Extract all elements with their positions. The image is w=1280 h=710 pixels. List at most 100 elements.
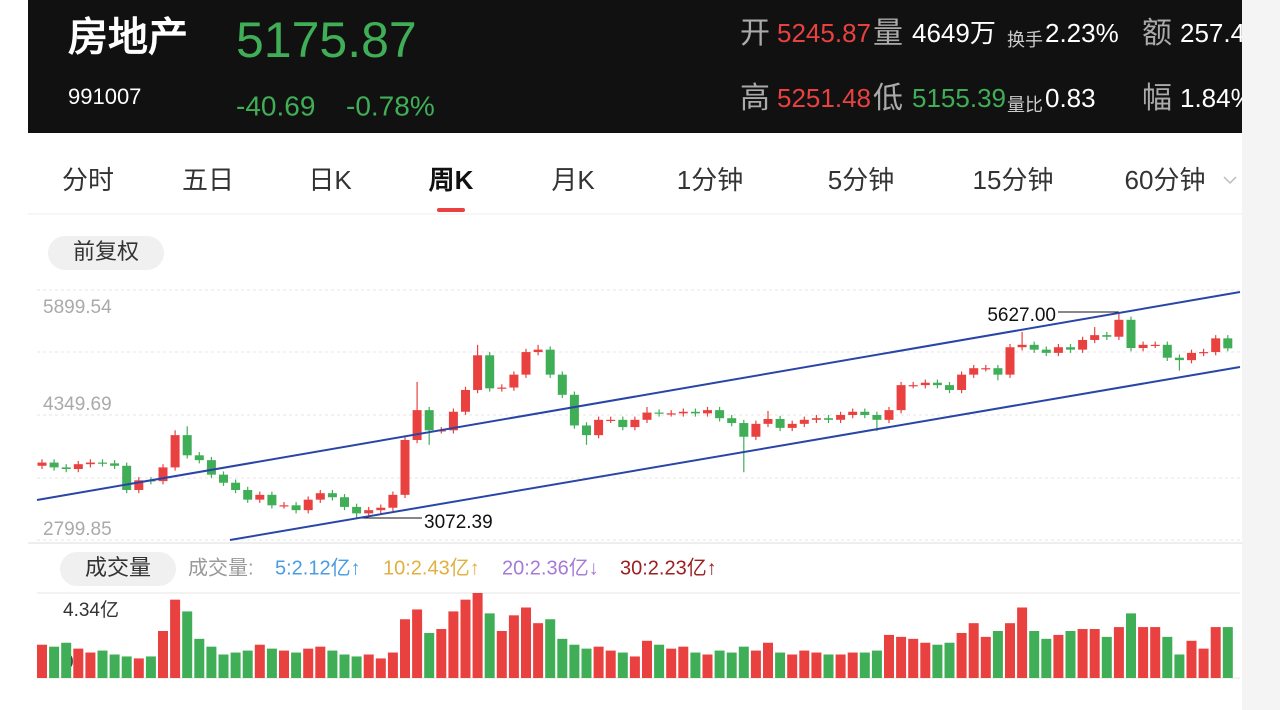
candle-body xyxy=(194,455,204,461)
volume-bar xyxy=(436,629,447,678)
tab[interactable]: 月K xyxy=(551,165,595,195)
candle-body xyxy=(824,418,833,420)
candle-body xyxy=(969,368,979,375)
candle-body xyxy=(315,493,325,500)
y-tick-label: 5899.54 xyxy=(43,297,112,318)
volume-bar xyxy=(932,644,943,678)
volume-bar xyxy=(847,652,858,678)
volume-bar xyxy=(992,630,1003,678)
tab[interactable]: 60分钟 xyxy=(1125,165,1206,195)
volume-bar xyxy=(291,652,302,678)
stat-value: 5245.87 xyxy=(777,18,871,48)
volume-button[interactable] xyxy=(60,552,176,586)
candle-body xyxy=(932,382,942,386)
y-tick-label: 2799.85 xyxy=(43,519,112,540)
volume-bar xyxy=(1053,634,1064,678)
volume-bar xyxy=(1162,636,1173,678)
candle-body xyxy=(327,493,337,498)
volume-bar xyxy=(908,638,919,678)
stat-label: 量比 xyxy=(1007,95,1043,115)
volume-bar xyxy=(1005,623,1015,678)
tab-underline xyxy=(437,208,465,212)
tab[interactable]: 5分钟 xyxy=(828,165,894,195)
candle-body xyxy=(727,418,737,424)
candle-body xyxy=(134,480,144,490)
volume-label: 成交量 xyxy=(85,555,151,580)
candle-body xyxy=(642,412,652,420)
tab[interactable]: 日K xyxy=(308,165,352,195)
candle-body xyxy=(461,389,470,412)
candle-body xyxy=(1114,319,1124,337)
volume-bar xyxy=(109,654,120,678)
channel-lower xyxy=(229,366,1241,541)
stat-label: 量 xyxy=(873,17,903,50)
stat-value: 5251.48 xyxy=(777,83,871,113)
annotation: 3072.39 xyxy=(424,512,493,533)
volume-bar xyxy=(896,636,907,678)
volume-indicator: 10:2.43亿↑ xyxy=(383,556,480,579)
candle-body xyxy=(521,352,531,375)
volume-bar xyxy=(1077,629,1088,678)
candle-body xyxy=(1138,344,1148,349)
volume-bar xyxy=(1089,629,1100,678)
candle-body xyxy=(49,462,59,468)
volume-bar xyxy=(327,650,338,678)
candle-body xyxy=(255,494,265,500)
volume-bar xyxy=(1029,630,1040,678)
candle-body xyxy=(424,410,434,431)
candle-body xyxy=(860,411,870,415)
volume-indicator: 30:2.23亿↑ xyxy=(620,556,717,579)
tab-active[interactable]: 周K xyxy=(429,165,474,195)
volume-bar xyxy=(859,652,870,678)
candle-body xyxy=(37,462,47,466)
tabs: 分时 五日 日K 周K 月K 1分钟 5分钟 15分钟 60分钟 xyxy=(62,165,1205,195)
candle-body xyxy=(340,497,349,507)
candle-body xyxy=(1162,344,1172,358)
volume-bar xyxy=(980,636,991,678)
candle-body xyxy=(957,374,967,390)
tab[interactable]: 分时 xyxy=(62,165,114,195)
candle-body xyxy=(654,412,664,414)
volume-bar xyxy=(557,638,568,678)
stat-value: 1.84% xyxy=(1180,83,1254,113)
volume-bar xyxy=(315,646,326,678)
tab-more[interactable] xyxy=(1223,176,1237,185)
volume-indicator: 5:2.12亿↑ xyxy=(275,556,361,579)
candle-body xyxy=(594,419,604,436)
candle-body xyxy=(775,419,785,428)
volume-bar xyxy=(920,642,931,678)
volume-bar xyxy=(642,640,652,678)
volume-indicator: 20:2.36亿↓ xyxy=(502,556,599,579)
volume-bar xyxy=(702,654,713,678)
candle-body xyxy=(1126,319,1136,349)
tab[interactable]: 1分钟 xyxy=(677,165,743,195)
volume-bar xyxy=(1101,636,1112,678)
tab[interactable]: 15分钟 xyxy=(973,165,1054,195)
volume-bar xyxy=(521,607,531,678)
tab[interactable]: 五日 xyxy=(182,165,234,195)
stat-label: 低 xyxy=(873,82,903,115)
volume-bar xyxy=(85,652,96,678)
volume-bar xyxy=(133,658,144,678)
candle-body xyxy=(364,510,374,514)
candle-body xyxy=(219,474,228,483)
volume-bar xyxy=(823,654,834,678)
stat-value: 2.23% xyxy=(1045,18,1119,48)
volume-bar xyxy=(363,654,374,678)
volume-bar xyxy=(605,650,616,678)
volume-bar xyxy=(593,646,604,678)
candle-body xyxy=(206,460,216,475)
volume-bar xyxy=(400,619,410,678)
candle-body xyxy=(751,423,761,437)
candle-body xyxy=(872,414,882,420)
volume-bar xyxy=(121,656,132,678)
candle-body xyxy=(1053,347,1063,353)
candle-body xyxy=(473,355,483,390)
volume-bar xyxy=(303,648,314,678)
candle-body xyxy=(1041,349,1051,353)
adjust-button[interactable] xyxy=(48,236,164,270)
volume-bar xyxy=(1186,640,1197,678)
volume-bar xyxy=(484,613,495,678)
candle-body xyxy=(811,418,821,420)
